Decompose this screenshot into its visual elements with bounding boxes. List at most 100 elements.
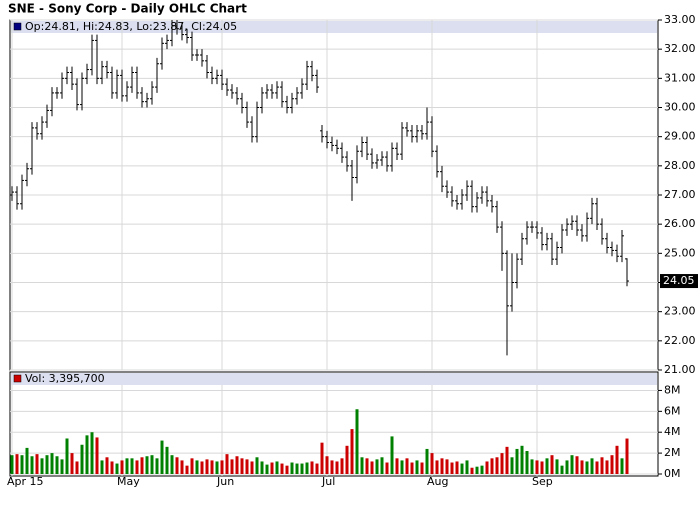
volume-bar	[235, 456, 239, 474]
y-tick-label: 6M	[664, 404, 681, 417]
volume-bar	[610, 455, 614, 474]
x-tick-label: Aug	[427, 475, 448, 488]
volume-bar	[185, 465, 189, 474]
volume-bar	[270, 462, 274, 474]
volume-bar	[410, 462, 414, 474]
volume-bar	[245, 459, 249, 474]
volume-bar	[300, 463, 304, 474]
volume-bar	[560, 465, 564, 474]
volume-legend-bar	[11, 373, 657, 385]
volume-bar	[145, 456, 149, 474]
x-tick-label: Jul	[321, 475, 335, 488]
last-price-label: 24.05	[663, 274, 695, 287]
volume-bar	[570, 455, 574, 474]
legend-swatch	[13, 374, 22, 383]
legend-text: Op:24.81, Hi:24.83, Lo:23.87, Cl:24.05	[25, 20, 237, 33]
volume-bar	[390, 436, 394, 474]
y-tick-label: 22.00	[664, 334, 696, 347]
volume-bar	[225, 454, 229, 474]
volume-bar	[350, 429, 354, 474]
volume-bar	[340, 458, 344, 474]
volume-bar	[70, 453, 74, 474]
volume-bar	[55, 456, 59, 474]
volume-bar	[530, 459, 534, 474]
volume-bar	[60, 459, 64, 474]
volume-bar	[205, 459, 209, 474]
volume-bar	[25, 447, 29, 474]
volume-bar	[280, 463, 284, 474]
volume-bar	[620, 458, 624, 474]
y-tick-label: 25.00	[664, 246, 696, 259]
x-tick-label: Sep	[532, 475, 553, 488]
volume-bar	[405, 458, 409, 474]
volume-bar	[20, 455, 24, 474]
y-tick-label: 21.00	[664, 363, 696, 376]
volume-bar	[40, 458, 44, 474]
volume-bar	[115, 463, 119, 474]
volume-bar	[240, 458, 244, 474]
volume-bar	[50, 453, 54, 474]
chart-title: SNE - Sony Corp - Daily OHLC Chart	[8, 2, 247, 16]
volume-bar	[35, 454, 39, 474]
volume-bar	[155, 458, 159, 474]
volume-bar	[510, 457, 514, 474]
x-tick-label: May	[117, 475, 140, 488]
volume-bar	[275, 461, 279, 474]
volume-bar	[135, 460, 139, 474]
volume-bar	[295, 463, 299, 474]
volume-bar	[545, 458, 549, 474]
y-tick-label: 23.00	[664, 305, 696, 318]
volume-bar	[490, 458, 494, 474]
volume-bar	[220, 460, 224, 474]
volume-bar	[105, 457, 109, 474]
volume-bar	[525, 451, 529, 474]
volume-bar	[575, 456, 579, 474]
y-tick-label: 33.00	[664, 13, 696, 26]
y-tick-label: 4M	[664, 425, 681, 438]
y-tick-label: 26.00	[664, 217, 696, 230]
legend-swatch	[13, 22, 22, 31]
volume-bar	[150, 455, 154, 474]
volume-bar	[330, 460, 334, 474]
volume-bar	[605, 460, 609, 474]
volume-bar	[445, 459, 449, 474]
volume-bar	[175, 457, 179, 474]
labels: Apr 15 May Jun Jul Aug Sep 21.00 22.00 23.00 24.0…	[7, 13, 698, 488]
volume-bar	[355, 409, 359, 474]
volume-bar	[590, 458, 594, 474]
volume-bar	[310, 461, 314, 474]
volume-bar	[430, 453, 434, 474]
volume-bar	[80, 444, 84, 474]
volume-bar	[100, 460, 104, 474]
x-tick-label: Jun	[216, 475, 234, 488]
volume-bar	[140, 457, 144, 474]
volume-bar	[210, 460, 214, 474]
y-tick-label: 31.00	[664, 71, 696, 84]
volume-bar	[160, 440, 164, 474]
volume-bar	[320, 442, 324, 474]
volume-bar	[450, 462, 454, 474]
volume-bar	[535, 460, 539, 474]
volume-bar	[600, 457, 604, 474]
volume-bar	[95, 437, 99, 474]
volume-bar	[190, 458, 194, 474]
volume-bar	[345, 445, 349, 474]
x-tick-label: Apr 15	[7, 475, 44, 488]
volume-bar	[465, 460, 469, 474]
y-tick-label: 0M	[664, 467, 681, 480]
volume-bar	[395, 458, 399, 474]
volume-bar	[250, 461, 254, 474]
volume-bar	[200, 461, 204, 474]
volume-bar	[285, 465, 289, 474]
y-tick-label: 32.00	[664, 42, 696, 55]
y-tick-label: 28.00	[664, 159, 696, 172]
y-tick-label: 27.00	[664, 188, 696, 201]
volume-bar	[120, 460, 124, 474]
last-price-box	[660, 274, 698, 289]
volume-bar	[370, 461, 374, 474]
volume-bar	[30, 456, 34, 474]
volume-bar	[460, 463, 464, 474]
volume-bar	[305, 462, 309, 474]
volume-bar	[125, 458, 129, 474]
volume-bar	[110, 461, 114, 474]
